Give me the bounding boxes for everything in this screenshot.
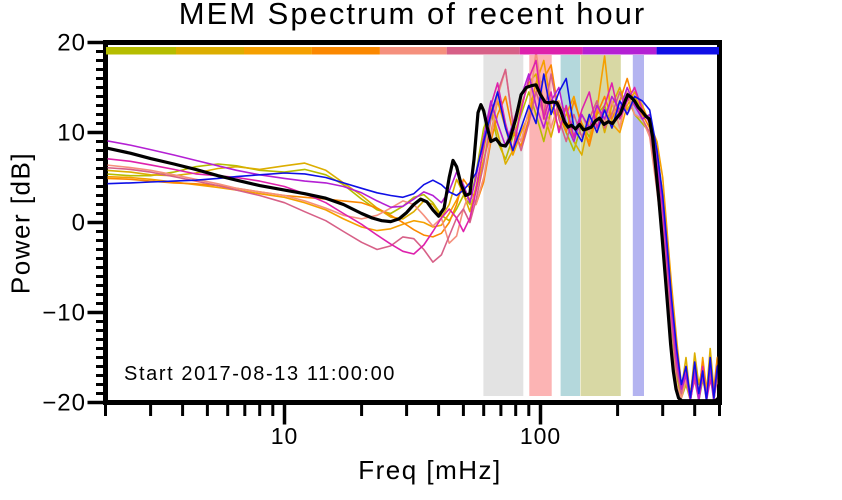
- band-purple: [632, 55, 644, 396]
- start-time-annotation: Start 2017-08-13 11:00:00: [124, 363, 397, 385]
- segment-bar-part-8: [582, 47, 657, 55]
- spectrum-seg5-salmon: [107, 50, 718, 402]
- y-axis-label: Power [dB]: [5, 151, 36, 295]
- spectrum-seg2-gold: [107, 73, 718, 399]
- y-tick-label: 20: [57, 30, 86, 57]
- segment-bar-part-4: [311, 47, 380, 55]
- segment-bar-part-6: [446, 47, 520, 55]
- segment-bar-part-9: [656, 47, 719, 55]
- spectrum-seg8-purple: [107, 73, 718, 402]
- x-axis-label: Freq [mHz]: [358, 455, 502, 485]
- spectrum-seg9-blue: [107, 73, 718, 402]
- y-tick-label: 0: [72, 210, 86, 237]
- y-tick-label: −10: [42, 300, 86, 327]
- spectrum-seg1-yellowgreen: [107, 91, 718, 402]
- spectrum-mean: [107, 83, 718, 403]
- segment-bar-part-1: [106, 47, 176, 55]
- spectra-curves: [107, 50, 718, 403]
- spectrum-seg6-pinkred: [107, 68, 718, 402]
- tick-labels: 10 100 −20 −10 0 10 20: [42, 30, 561, 450]
- spectrum-seg4-darkorange: [107, 64, 718, 402]
- chart-title: MEM Spectrum of recent hour: [178, 0, 647, 31]
- segment-bar-part-5: [380, 47, 447, 55]
- y-tick-label: 10: [57, 120, 86, 147]
- y-tick-label: −20: [42, 390, 86, 417]
- spectrum-seg7-magenta: [107, 59, 718, 402]
- x-tick-label: 100: [520, 423, 561, 449]
- spectrum-seg3-orange: [107, 55, 718, 399]
- plot-frame: [103, 40, 722, 405]
- segment-bar-part-2: [176, 47, 244, 55]
- segment-bar-part-7: [519, 47, 583, 55]
- band-red: [529, 55, 552, 396]
- segment-bar-part-3: [244, 47, 312, 55]
- x-tick-label: 10: [271, 423, 299, 449]
- segment-color-bar: [106, 47, 719, 55]
- axis-ticks: [87, 40, 721, 425]
